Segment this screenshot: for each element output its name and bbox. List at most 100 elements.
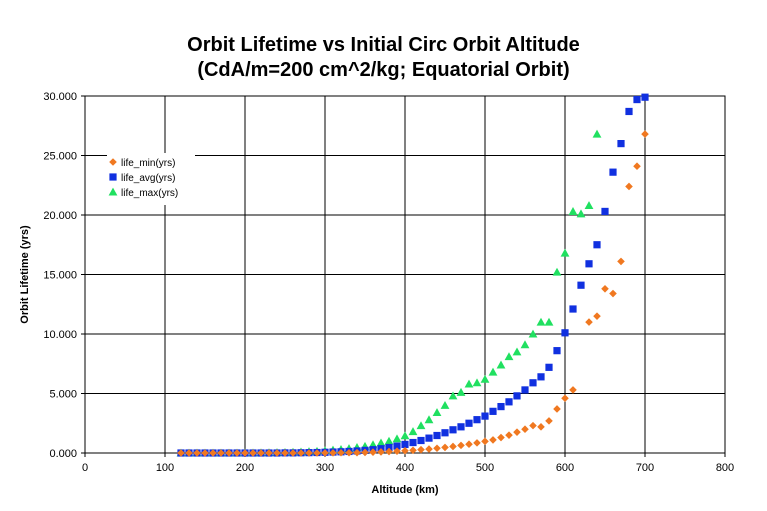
chart-title: Orbit Lifetime vs Initial Circ Orbit Alt… bbox=[187, 34, 580, 56]
point-min bbox=[537, 423, 545, 431]
point-min bbox=[497, 433, 505, 442]
point-min bbox=[281, 449, 289, 457]
point-min bbox=[425, 445, 433, 453]
point-avg bbox=[633, 95, 641, 104]
point-min bbox=[529, 421, 537, 430]
point-min bbox=[305, 449, 313, 457]
legend-label-min: life_min(yrs) bbox=[121, 158, 175, 169]
y-tick-label: 10.000 bbox=[43, 329, 77, 341]
point-min bbox=[329, 449, 337, 457]
legend-box bbox=[107, 153, 195, 205]
point-avg bbox=[601, 207, 609, 216]
point-min bbox=[553, 405, 561, 413]
point-min bbox=[569, 386, 577, 394]
point-avg bbox=[393, 442, 401, 450]
point-avg bbox=[417, 436, 425, 445]
point-max bbox=[568, 207, 578, 215]
point-avg bbox=[577, 281, 585, 289]
point-max bbox=[512, 347, 522, 356]
x-axis-label: Altitude (km) bbox=[371, 484, 439, 496]
point-max bbox=[392, 434, 402, 443]
point-avg bbox=[545, 363, 553, 371]
point-min bbox=[273, 449, 281, 457]
point-min bbox=[257, 449, 265, 457]
point-avg bbox=[465, 419, 473, 427]
point-min bbox=[481, 437, 489, 446]
point-avg bbox=[521, 386, 529, 394]
legend-label-avg: life_avg(yrs) bbox=[121, 173, 175, 184]
point-min bbox=[457, 441, 465, 450]
chart-subtitle: (CdA/m=200 cm^2/kg; Equatorial Orbit) bbox=[197, 59, 570, 81]
point-avg bbox=[609, 168, 617, 176]
point-min bbox=[449, 442, 457, 451]
point-min bbox=[601, 284, 609, 293]
point-max bbox=[408, 427, 418, 436]
y-tick-label: 25.000 bbox=[43, 151, 77, 163]
point-avg bbox=[473, 416, 481, 424]
point-min bbox=[241, 449, 249, 457]
x-tick-label: 500 bbox=[476, 462, 494, 474]
point-avg bbox=[625, 107, 633, 116]
point-avg bbox=[425, 434, 433, 442]
point-min bbox=[513, 428, 521, 436]
point-max bbox=[488, 367, 498, 376]
point-min bbox=[289, 449, 297, 457]
point-max bbox=[584, 201, 594, 209]
point-min bbox=[361, 448, 369, 457]
point-max bbox=[504, 352, 514, 361]
x-tick-label: 700 bbox=[636, 462, 654, 474]
point-avg bbox=[497, 402, 505, 411]
point-min bbox=[521, 425, 529, 433]
y-tick-label: 30.000 bbox=[43, 91, 77, 103]
point-min bbox=[345, 448, 353, 457]
legend-marker-max bbox=[108, 187, 118, 196]
y-tick-label: 15.000 bbox=[43, 270, 77, 282]
point-avg bbox=[641, 93, 649, 101]
point-avg bbox=[513, 392, 521, 400]
point-min bbox=[313, 449, 321, 457]
point-max bbox=[384, 436, 394, 445]
point-min bbox=[225, 449, 233, 457]
point-min bbox=[625, 182, 633, 191]
point-max bbox=[424, 415, 434, 424]
point-min bbox=[633, 162, 641, 171]
point-avg bbox=[529, 379, 537, 387]
point-min bbox=[473, 439, 481, 447]
point-max bbox=[592, 129, 602, 138]
point-min bbox=[393, 447, 401, 456]
point-min bbox=[377, 448, 385, 456]
point-avg bbox=[409, 438, 417, 447]
y-tick-label: 5.000 bbox=[49, 389, 77, 401]
point-min bbox=[465, 440, 473, 448]
point-min bbox=[609, 289, 617, 298]
point-max bbox=[552, 267, 562, 276]
point-avg bbox=[489, 407, 497, 415]
point-avg bbox=[593, 241, 601, 249]
point-max bbox=[544, 317, 554, 326]
point-max bbox=[432, 408, 442, 417]
point-min bbox=[217, 449, 225, 457]
point-avg bbox=[585, 260, 593, 268]
point-avg bbox=[441, 429, 449, 437]
point-min bbox=[417, 445, 425, 454]
point-max bbox=[376, 438, 386, 447]
point-min bbox=[585, 318, 593, 326]
point-min bbox=[353, 448, 361, 457]
point-min bbox=[177, 449, 185, 457]
point-max bbox=[472, 378, 482, 387]
point-min bbox=[209, 449, 217, 457]
point-min bbox=[249, 449, 257, 457]
point-max bbox=[520, 340, 530, 349]
point-max bbox=[528, 329, 538, 338]
point-avg bbox=[561, 329, 569, 337]
point-min bbox=[321, 449, 329, 457]
point-avg bbox=[553, 347, 561, 355]
point-max bbox=[480, 374, 490, 383]
point-avg bbox=[617, 140, 625, 148]
point-max bbox=[560, 248, 570, 257]
point-min bbox=[193, 449, 201, 457]
x-tick-label: 300 bbox=[316, 462, 334, 474]
point-avg bbox=[457, 423, 465, 431]
point-min bbox=[337, 448, 345, 457]
point-min bbox=[433, 444, 441, 453]
